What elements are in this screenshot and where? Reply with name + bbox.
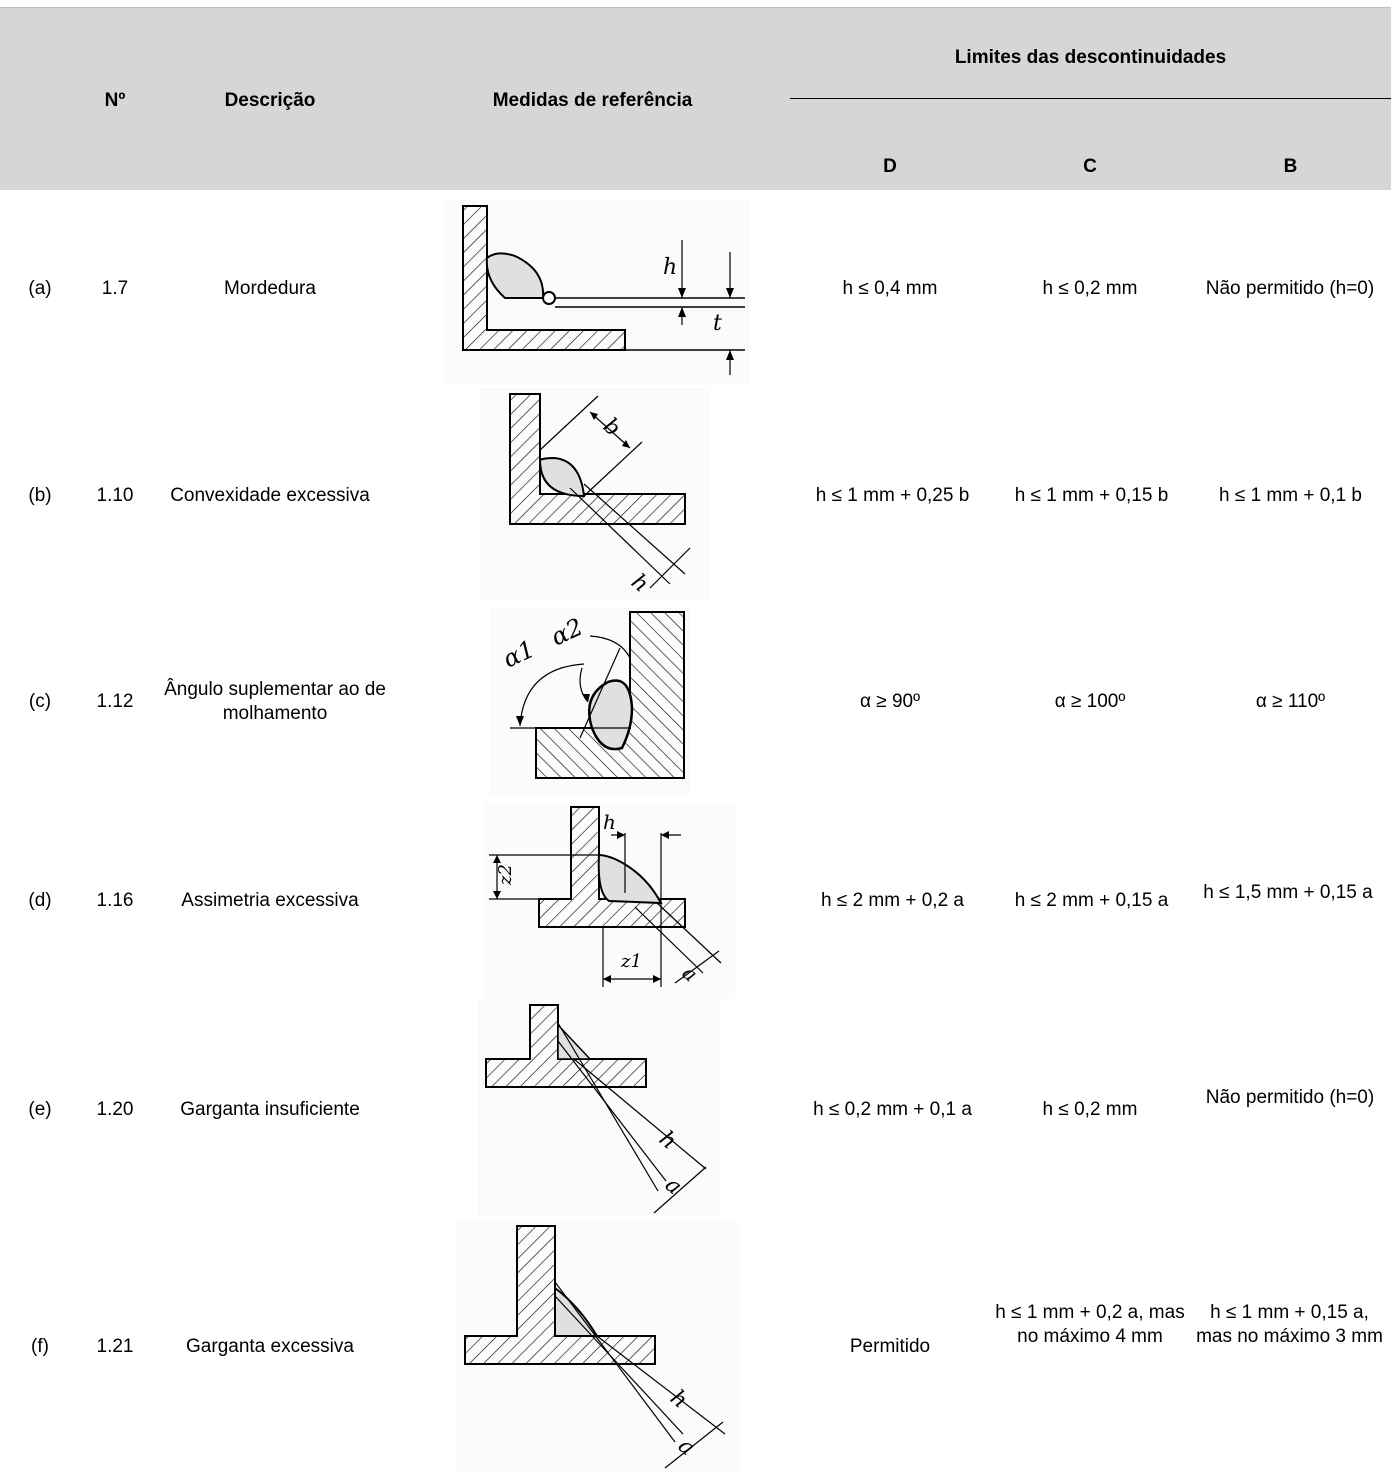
- row-number: 1.12: [96, 691, 134, 712]
- label-h: h: [603, 810, 616, 834]
- limit-b: h ≤ 1 mm + 0,15 a, mas no máximo 3 mm: [1196, 1301, 1383, 1347]
- header-background: [0, 8, 1391, 190]
- table-row-c: (c) 1.12 Ângulo suplementar ao de molham…: [0, 603, 1391, 801]
- limit-c: h ≤ 0,2 mm: [1042, 1098, 1138, 1120]
- row-tag: (e): [28, 1098, 52, 1120]
- row-number: 1.16: [96, 890, 134, 911]
- label-alpha2: α2: [547, 613, 587, 652]
- header-number: Nº: [104, 90, 126, 111]
- limit-d: Permitido: [849, 1335, 931, 1357]
- row-tag: (d): [28, 890, 52, 911]
- row-number: 1.10: [96, 484, 134, 506]
- label-a: a: [660, 1172, 686, 1200]
- table-row-f: (f) 1.21 Garganta excessiva h a Permitid…: [0, 1218, 1391, 1475]
- header-level-b: B: [1283, 156, 1298, 177]
- insufficient-throat-diagram: h a: [478, 1001, 720, 1216]
- label-h: h: [663, 255, 677, 280]
- label-h: h: [626, 569, 653, 597]
- limit-b: Não permitido (h=0): [1205, 1086, 1375, 1108]
- row-description: Mordedura: [224, 278, 316, 299]
- limit-b: h ≤ 1,5 mm + 0,15 a: [1203, 882, 1373, 903]
- header-limits: Limites das descontinuidades: [954, 47, 1227, 68]
- limit-b: h ≤ 1 mm + 0,1 b: [1219, 484, 1362, 506]
- label-a: a: [678, 960, 703, 986]
- header-description: Descrição: [224, 90, 316, 111]
- limit-d: h ≤ 0,4 mm: [842, 278, 938, 299]
- limit-d: h ≤ 0,2 mm + 0,1 a: [813, 1098, 972, 1120]
- label-b: b: [598, 413, 625, 441]
- table-row-d: (d) 1.16 Assimetria excessiva: [0, 801, 1391, 1001]
- header-limits-rule: [790, 98, 1391, 99]
- row-number: 1.7: [101, 278, 129, 299]
- limit-b: Não permitido (h=0): [1205, 278, 1375, 299]
- convexity-diagram: b h: [480, 388, 710, 600]
- limit-c: α ≥ 100º: [1054, 691, 1126, 712]
- limit-c: h ≤ 1 mm + 0,2 a, mas no máximo 4 mm: [995, 1301, 1185, 1347]
- row-tag: (a): [28, 278, 52, 299]
- limit-b: α ≥ 110º: [1255, 691, 1326, 712]
- limit-d: α ≥ 90º: [859, 691, 921, 712]
- table-header: Nº Descrição Medidas de referência Limit…: [0, 0, 1391, 190]
- row-description: Garganta excessiva: [186, 1335, 354, 1357]
- label-h: h: [654, 1126, 681, 1154]
- row-description: Convexidade excessiva: [170, 484, 370, 506]
- label-t: t: [713, 311, 722, 336]
- row-description: Ângulo suplementar ao de molhamento: [164, 679, 386, 724]
- row-tag: (c): [28, 691, 52, 712]
- label-h: h: [665, 1385, 692, 1413]
- label-a: a: [673, 1433, 699, 1461]
- excessive-throat-diagram: h a: [455, 1222, 740, 1472]
- table-row-a: (a) 1.7 Mordedura: [0, 190, 1391, 388]
- limit-c: h ≤ 2 mm + 0,15 a: [1014, 890, 1169, 911]
- label-alpha1: α1: [499, 635, 539, 674]
- row-description: Garganta insuficiente: [180, 1098, 360, 1120]
- limit-c: h ≤ 1 mm + 0,15 b: [1014, 484, 1169, 506]
- table-row-b: (b) 1.10 Convexidade excessiva: [0, 388, 1391, 603]
- row-tag: (b): [28, 484, 52, 506]
- limit-d: h ≤ 2 mm + 0,2 a: [821, 890, 964, 911]
- label-z2: z2: [495, 864, 516, 886]
- header-top-rule: [0, 7, 1391, 8]
- undercut-diagram: h t: [445, 200, 750, 385]
- table-row-e: (e) 1.20 Garganta insuficiente h a h ≤ 0…: [0, 1001, 1391, 1218]
- header-level-c: C: [1083, 156, 1097, 177]
- header-reference-measures: Medidas de referência: [492, 90, 693, 111]
- limit-c: h ≤ 0,2 mm: [1042, 278, 1138, 299]
- row-tag: (f): [31, 1335, 49, 1357]
- wetting-angle-diagram: α1 α2: [490, 608, 690, 796]
- row-description: Assimetria excessiva: [181, 890, 359, 911]
- row-number: 1.20: [96, 1098, 134, 1120]
- row-number: 1.21: [96, 1335, 134, 1357]
- limit-d: h ≤ 1 mm + 0,25 b: [815, 484, 970, 506]
- asymmetry-diagram: h z2 z1 a: [485, 803, 735, 999]
- label-z1: z1: [620, 951, 642, 972]
- header-level-d: D: [883, 156, 897, 177]
